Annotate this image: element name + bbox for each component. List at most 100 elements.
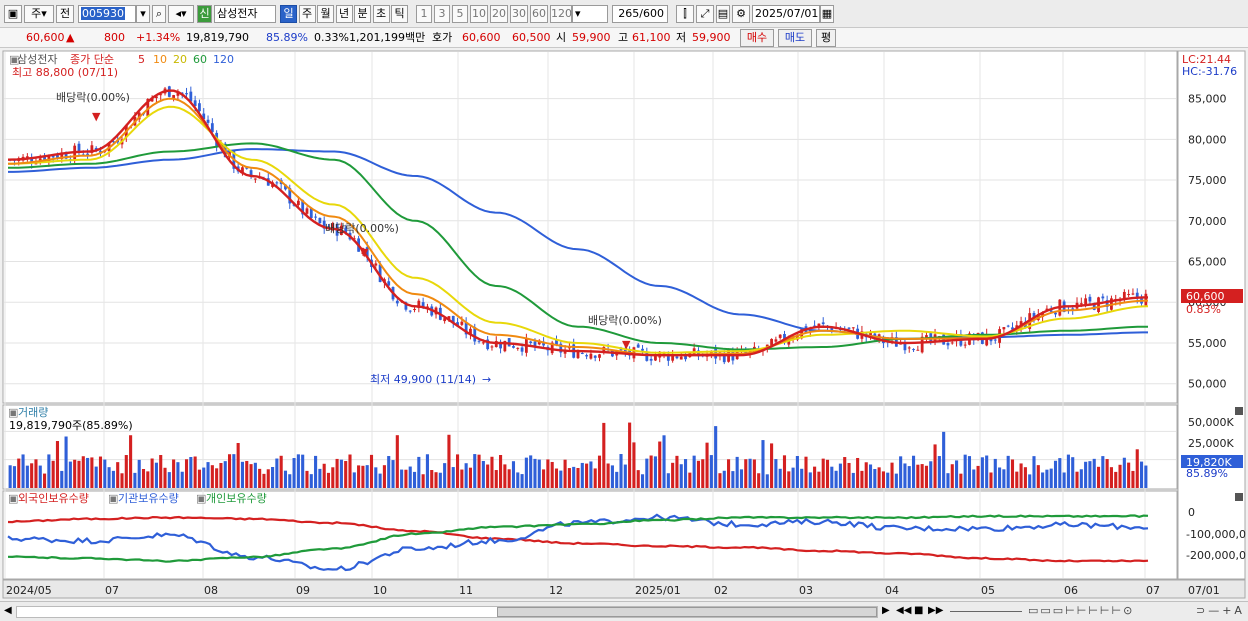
change-value: 800 — [104, 31, 125, 44]
multiple-input[interactable]: ▾ — [572, 5, 608, 23]
volume-bar — [434, 472, 438, 488]
multiple-60-button[interactable]: 60 — [530, 5, 548, 23]
price-tick-label: 65,000 — [1188, 256, 1227, 269]
candle-body — [722, 353, 726, 363]
multiple-20-button[interactable]: 20 — [490, 5, 508, 23]
volume-bar — [688, 472, 692, 488]
candle-body — [830, 327, 834, 332]
volume-bar — [348, 454, 352, 488]
volume-bar — [443, 463, 447, 488]
zoom-slider[interactable] — [950, 611, 1022, 612]
period-0-button[interactable]: 일 — [280, 5, 297, 23]
all-button[interactable]: 전 — [56, 5, 74, 23]
holder-line-1 — [7, 513, 1149, 572]
volume-bar — [998, 467, 1002, 488]
volume-bar — [60, 470, 64, 488]
volume-bar — [1002, 469, 1006, 488]
calendar-icon[interactable]: ▦ — [820, 5, 834, 23]
multiple-5-button[interactable]: 5 — [452, 5, 468, 23]
candle-body — [90, 145, 94, 153]
x-axis-label: 07 — [1146, 584, 1160, 597]
volume-bar — [107, 467, 111, 488]
candle-body — [34, 163, 38, 165]
candle-body — [43, 155, 46, 162]
candle-body — [555, 339, 558, 345]
candle-body — [1092, 303, 1096, 310]
gear-icon[interactable]: ⚙ — [732, 5, 750, 23]
multiple-120-button[interactable]: 120 — [550, 5, 572, 23]
multiple-3-button[interactable]: 3 — [434, 5, 450, 23]
volume-bar — [447, 434, 451, 488]
eval-button[interactable]: 평 — [816, 29, 836, 47]
volume-bar — [120, 473, 124, 488]
price-tick-label: 85,000 — [1188, 93, 1227, 106]
volume-bar — [765, 474, 769, 488]
volume-bar — [421, 474, 425, 488]
rewind-icon[interactable]: ◀◀ — [896, 605, 912, 616]
date-input[interactable]: 2025/07/01 — [752, 5, 820, 23]
volume-panel-close-icon[interactable] — [1235, 407, 1243, 415]
volume-bar — [1109, 467, 1113, 488]
volume-bar — [1079, 469, 1083, 488]
volume-bar — [38, 465, 42, 488]
candle-body — [210, 123, 214, 133]
volume-bar — [296, 454, 300, 488]
play-icon[interactable]: ▶▶ — [928, 605, 944, 616]
multiple-10-button[interactable]: 10 — [470, 5, 488, 23]
multiple-30-button[interactable]: 30 — [510, 5, 528, 23]
volume-bar — [881, 471, 885, 488]
volume-bar — [331, 467, 335, 488]
turnover: 0.33% — [314, 31, 349, 44]
holder-panel-close-icon[interactable] — [1235, 493, 1243, 501]
window-icon[interactable]: ▣ — [4, 5, 22, 23]
volume-bar — [1122, 457, 1126, 488]
volume-bar — [658, 441, 662, 488]
y-axis-panel — [1177, 50, 1246, 580]
candle-body — [473, 327, 477, 342]
volume-bar — [1049, 468, 1053, 488]
candle-body — [925, 335, 928, 338]
scroll-left-icon[interactable]: ◀ — [4, 605, 12, 616]
chart-area[interactable]: ▣ 삼성전자 종가 단순 5 10 20 60 120 최고 88,800 (0… — [0, 48, 1248, 601]
volume-bar — [632, 442, 636, 488]
volume-bar — [236, 442, 240, 488]
candle-body — [1054, 312, 1057, 315]
candle-body — [447, 316, 451, 320]
zoom-controls-icons[interactable]: ⊃—+A — [1196, 604, 1245, 617]
volume-bar — [486, 464, 490, 488]
candle-body — [443, 318, 447, 322]
speaker-icon[interactable]: ◂▾ — [168, 5, 194, 23]
volume-bar — [468, 467, 473, 488]
scroll-right-icon[interactable]: ▶ — [882, 605, 890, 616]
period-1-button[interactable]: 주 — [298, 5, 316, 23]
view-count[interactable]: 265/600 — [612, 5, 668, 23]
draw-tools-icons[interactable]: ▭▭▭⊢⊢⊢⊢⊢⊙ — [1028, 604, 1135, 617]
draw-tool-icon[interactable]: ⤢ — [696, 5, 714, 23]
stop-icon[interactable]: ■ — [914, 605, 924, 616]
stock-code-input[interactable]: 005930 — [78, 5, 136, 23]
type-select[interactable]: 주▾ — [24, 5, 54, 23]
candle-body — [241, 167, 244, 174]
candle-icon[interactable]: ⫿ — [676, 5, 694, 23]
buy-button[interactable]: 매수 — [740, 29, 774, 47]
scrollbar-track[interactable] — [16, 606, 878, 618]
candle-body — [1088, 296, 1092, 302]
period-6-button[interactable]: 틱 — [391, 5, 408, 23]
volume-bar — [877, 467, 881, 488]
period-2-button[interactable]: 월 — [317, 5, 334, 23]
scrollbar-thumb[interactable] — [497, 607, 877, 617]
candle-body — [851, 327, 855, 329]
volume-bar — [266, 469, 270, 488]
volume-bar — [189, 457, 193, 488]
period-3-button[interactable]: 년 — [335, 5, 353, 23]
search-icon[interactable]: ⌕ — [152, 5, 166, 23]
multiple-1-button[interactable]: 1 — [416, 5, 432, 23]
save-icon[interactable]: ▤ — [716, 5, 730, 23]
period-5-button[interactable]: 초 — [372, 5, 390, 23]
volume-bar — [245, 460, 249, 488]
period-4-button[interactable]: 분 — [354, 5, 371, 23]
sell-button[interactable]: 매도 — [778, 29, 812, 47]
volume-bar — [576, 468, 580, 488]
candle-body — [451, 315, 455, 324]
code-dropdown-icon[interactable]: ▾ — [136, 5, 150, 23]
